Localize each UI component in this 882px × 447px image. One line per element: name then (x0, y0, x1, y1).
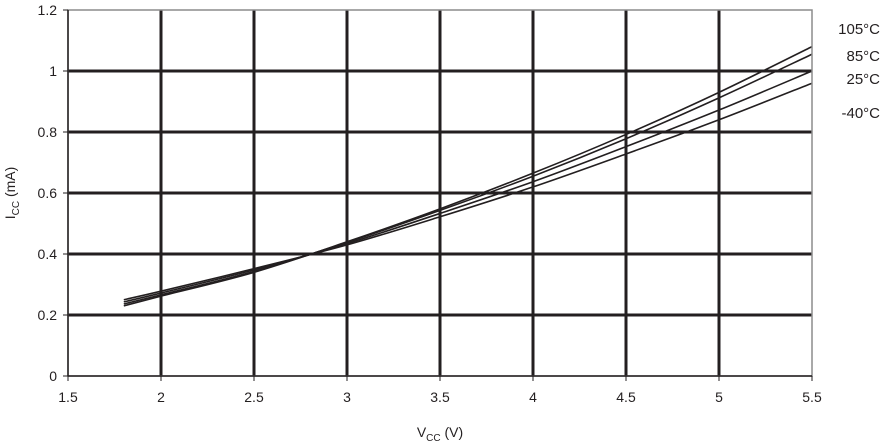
y-tick-label: 1.2 (38, 2, 58, 18)
y-tick-label: 1 (49, 63, 57, 79)
x-tick-label: 3 (343, 389, 351, 405)
x-tick-label: 2 (157, 389, 165, 405)
series-group (123, 45, 813, 307)
y-axis-label: ICC (mA) (2, 167, 22, 220)
y-tick-label: 0.4 (38, 246, 58, 262)
x-tick-label: 1.5 (58, 389, 78, 405)
legend-label-25c: 25°C (846, 71, 880, 88)
grid (68, 10, 812, 376)
legend: 105°C 85°C 25°C -40°C (838, 21, 880, 122)
x-axis-label: VCC (V) (417, 424, 463, 442)
series-line-85c (123, 53, 813, 305)
x-tick-label: 4.5 (616, 389, 636, 405)
x-tick-label: 3.5 (430, 389, 450, 405)
y-tick-label: 0 (49, 368, 57, 384)
x-tick-label: 2.5 (244, 389, 264, 405)
series-line-25c (123, 70, 813, 303)
y-tick-label: 0.2 (38, 307, 58, 323)
legend-label-85c: 85°C (846, 48, 880, 65)
axis-ticks: 1.5 2 2.5 3 3.5 4 4.5 5 5.5 0 0.2 0.4 0.6 0.8 1 1.2 (38, 2, 822, 405)
legend-label-105c: 105°C (838, 21, 880, 38)
series-line--40c (123, 82, 813, 301)
x-tick-label: 5 (715, 389, 723, 405)
y-tick-label: 0.6 (38, 185, 58, 201)
x-tick-label: 5.5 (802, 389, 822, 405)
series-line-105c (123, 45, 813, 307)
legend-label--40c: -40°C (841, 105, 880, 122)
axis-labels: VCC (V) ICC (mA) (2, 167, 463, 444)
y-tick-label: 0.8 (38, 124, 58, 140)
x-tick-label: 4 (529, 389, 537, 405)
